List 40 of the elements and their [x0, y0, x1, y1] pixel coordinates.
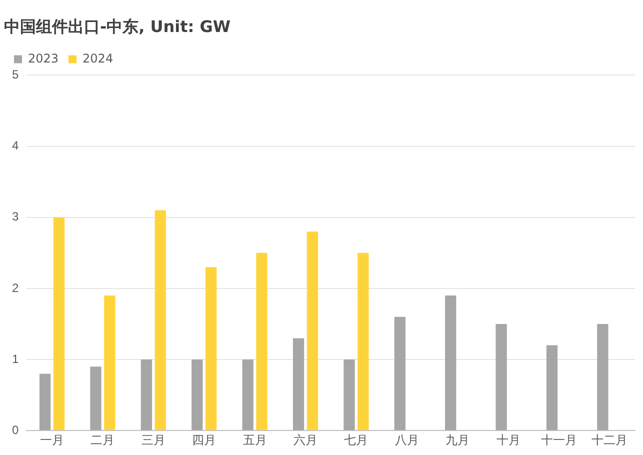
bar [306, 232, 318, 430]
bar [256, 252, 268, 430]
bar [53, 217, 65, 430]
x-tick-label: 十一月 [540, 433, 577, 448]
legend-label: 2024 [82, 51, 114, 66]
x-tick-label: 四月 [192, 433, 216, 448]
bar [445, 296, 456, 430]
bar [597, 324, 608, 430]
bar [140, 360, 152, 430]
y-tick-label: 4 [12, 138, 19, 153]
legend-label: 2023 [28, 51, 59, 66]
bar [104, 296, 116, 430]
y-tick-label: 3 [12, 210, 19, 224]
y-tick-label: 0 [12, 422, 19, 437]
bar [292, 338, 304, 430]
x-tick-label: 八月 [394, 433, 419, 448]
bar [205, 267, 217, 430]
y-tick-label: 5 [12, 68, 19, 82]
x-tick-label: 六月 [293, 433, 318, 448]
x-tick-label: 九月 [446, 433, 470, 448]
x-tick-label: 十月 [496, 433, 520, 448]
bar [39, 374, 51, 430]
x-tick-label: 五月 [242, 433, 267, 448]
bar [344, 360, 355, 430]
bar [242, 360, 254, 430]
bar [90, 366, 102, 430]
bar [154, 210, 166, 430]
bar [358, 252, 369, 430]
x-tick-label: 一月 [40, 433, 64, 448]
x-tick-label: 十二月 [592, 433, 628, 448]
chart-title: 中国组件出口-中东, Unit: GW [4, 16, 231, 36]
x-tick-label: 二月 [90, 433, 115, 448]
x-tick-label: 三月 [141, 433, 166, 448]
bar [192, 360, 203, 430]
y-tick-label: 2 [12, 280, 19, 295]
bar [546, 345, 558, 430]
y-tick-label: 1 [12, 352, 19, 366]
bar [394, 316, 406, 430]
bar [496, 324, 507, 430]
x-tick-label: 七月 [344, 433, 368, 448]
